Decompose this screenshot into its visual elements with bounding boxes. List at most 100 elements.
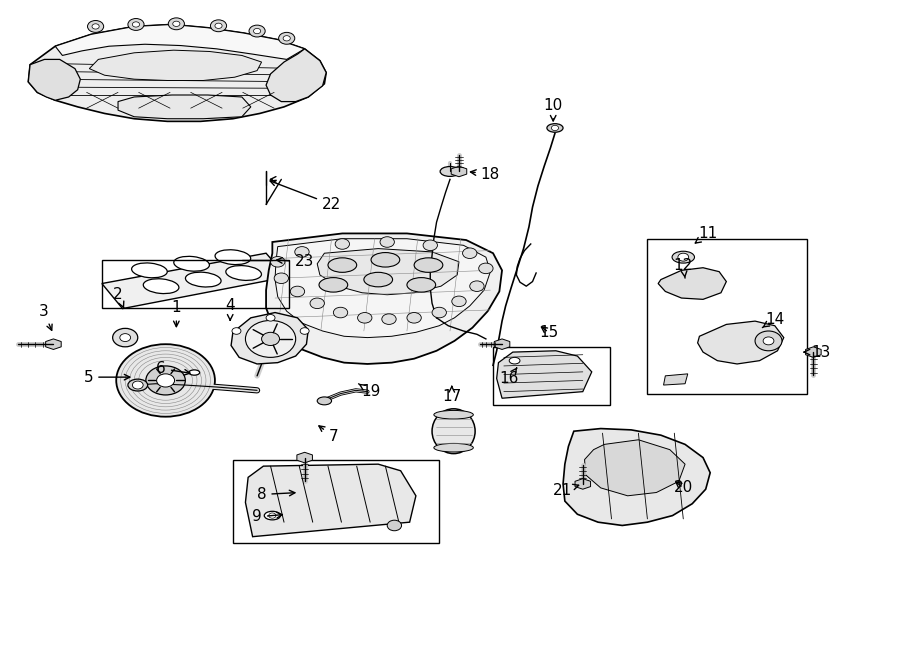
Ellipse shape (672, 252, 695, 263)
Text: 17: 17 (442, 386, 462, 404)
Ellipse shape (328, 258, 356, 272)
Ellipse shape (265, 511, 281, 520)
Circle shape (132, 381, 143, 389)
Polygon shape (698, 321, 784, 364)
Text: 4: 4 (225, 299, 235, 320)
Polygon shape (806, 347, 821, 357)
Polygon shape (46, 339, 61, 350)
Ellipse shape (226, 265, 262, 281)
Circle shape (146, 366, 185, 395)
Bar (647, 239, 807, 394)
Ellipse shape (128, 379, 148, 391)
Text: 3: 3 (39, 304, 52, 330)
Circle shape (333, 307, 347, 318)
Ellipse shape (143, 279, 179, 293)
Ellipse shape (215, 250, 251, 265)
Circle shape (279, 32, 295, 44)
Bar (233, 459, 439, 544)
Text: 13: 13 (805, 345, 830, 359)
Circle shape (269, 513, 276, 518)
Text: 10: 10 (544, 98, 562, 121)
Polygon shape (266, 49, 326, 101)
Text: 15: 15 (539, 325, 558, 340)
Circle shape (479, 263, 493, 273)
Polygon shape (497, 351, 592, 399)
Circle shape (262, 332, 280, 346)
Polygon shape (266, 234, 502, 364)
Circle shape (357, 312, 372, 323)
Ellipse shape (317, 397, 331, 405)
Circle shape (335, 239, 349, 250)
Polygon shape (494, 339, 509, 350)
Ellipse shape (407, 277, 436, 292)
Circle shape (755, 331, 782, 351)
Circle shape (295, 247, 309, 257)
Text: 6: 6 (157, 361, 190, 376)
Text: 11: 11 (695, 226, 718, 243)
Ellipse shape (414, 258, 443, 272)
Circle shape (266, 314, 275, 321)
Ellipse shape (547, 124, 563, 132)
Polygon shape (575, 479, 590, 489)
Text: 8: 8 (256, 487, 295, 502)
Circle shape (116, 344, 215, 416)
Circle shape (452, 296, 466, 307)
Text: 5: 5 (84, 369, 130, 385)
Circle shape (382, 314, 396, 324)
Polygon shape (231, 312, 308, 364)
Text: 23: 23 (276, 254, 314, 269)
Circle shape (678, 253, 688, 261)
Circle shape (173, 21, 180, 26)
Polygon shape (246, 464, 416, 537)
Polygon shape (28, 24, 326, 121)
Circle shape (168, 18, 184, 30)
Polygon shape (89, 50, 262, 81)
Polygon shape (563, 428, 710, 526)
Circle shape (423, 240, 437, 251)
Circle shape (763, 337, 774, 345)
Circle shape (552, 125, 559, 130)
Ellipse shape (434, 444, 473, 452)
Ellipse shape (509, 357, 520, 364)
Polygon shape (297, 452, 312, 463)
Text: 18: 18 (471, 167, 500, 181)
Polygon shape (102, 253, 287, 308)
Polygon shape (118, 95, 251, 118)
Circle shape (432, 307, 446, 318)
Polygon shape (275, 239, 490, 338)
Circle shape (271, 256, 285, 267)
Circle shape (87, 21, 104, 32)
Ellipse shape (371, 252, 400, 267)
Circle shape (291, 286, 304, 297)
Text: 2: 2 (113, 287, 124, 308)
Text: 1: 1 (172, 301, 181, 326)
Ellipse shape (364, 272, 392, 287)
Ellipse shape (434, 410, 473, 419)
Circle shape (249, 25, 266, 37)
Text: 22: 22 (270, 180, 341, 212)
Circle shape (274, 273, 289, 283)
Circle shape (92, 24, 99, 29)
Ellipse shape (189, 370, 200, 375)
Polygon shape (663, 374, 688, 385)
Circle shape (246, 320, 296, 357)
Polygon shape (28, 60, 80, 100)
Polygon shape (585, 440, 685, 496)
Bar (102, 260, 289, 308)
Circle shape (470, 281, 484, 291)
Text: 19: 19 (358, 384, 381, 399)
Circle shape (301, 328, 309, 334)
Polygon shape (55, 24, 304, 60)
Polygon shape (317, 249, 459, 295)
Text: 12: 12 (674, 258, 693, 278)
Polygon shape (658, 267, 726, 299)
Circle shape (254, 28, 261, 34)
Text: 21: 21 (553, 483, 579, 498)
Circle shape (284, 36, 291, 41)
Polygon shape (451, 166, 467, 177)
Ellipse shape (185, 272, 221, 287)
Circle shape (215, 23, 222, 28)
Ellipse shape (131, 263, 167, 278)
Text: 20: 20 (674, 481, 693, 495)
Ellipse shape (432, 409, 475, 453)
